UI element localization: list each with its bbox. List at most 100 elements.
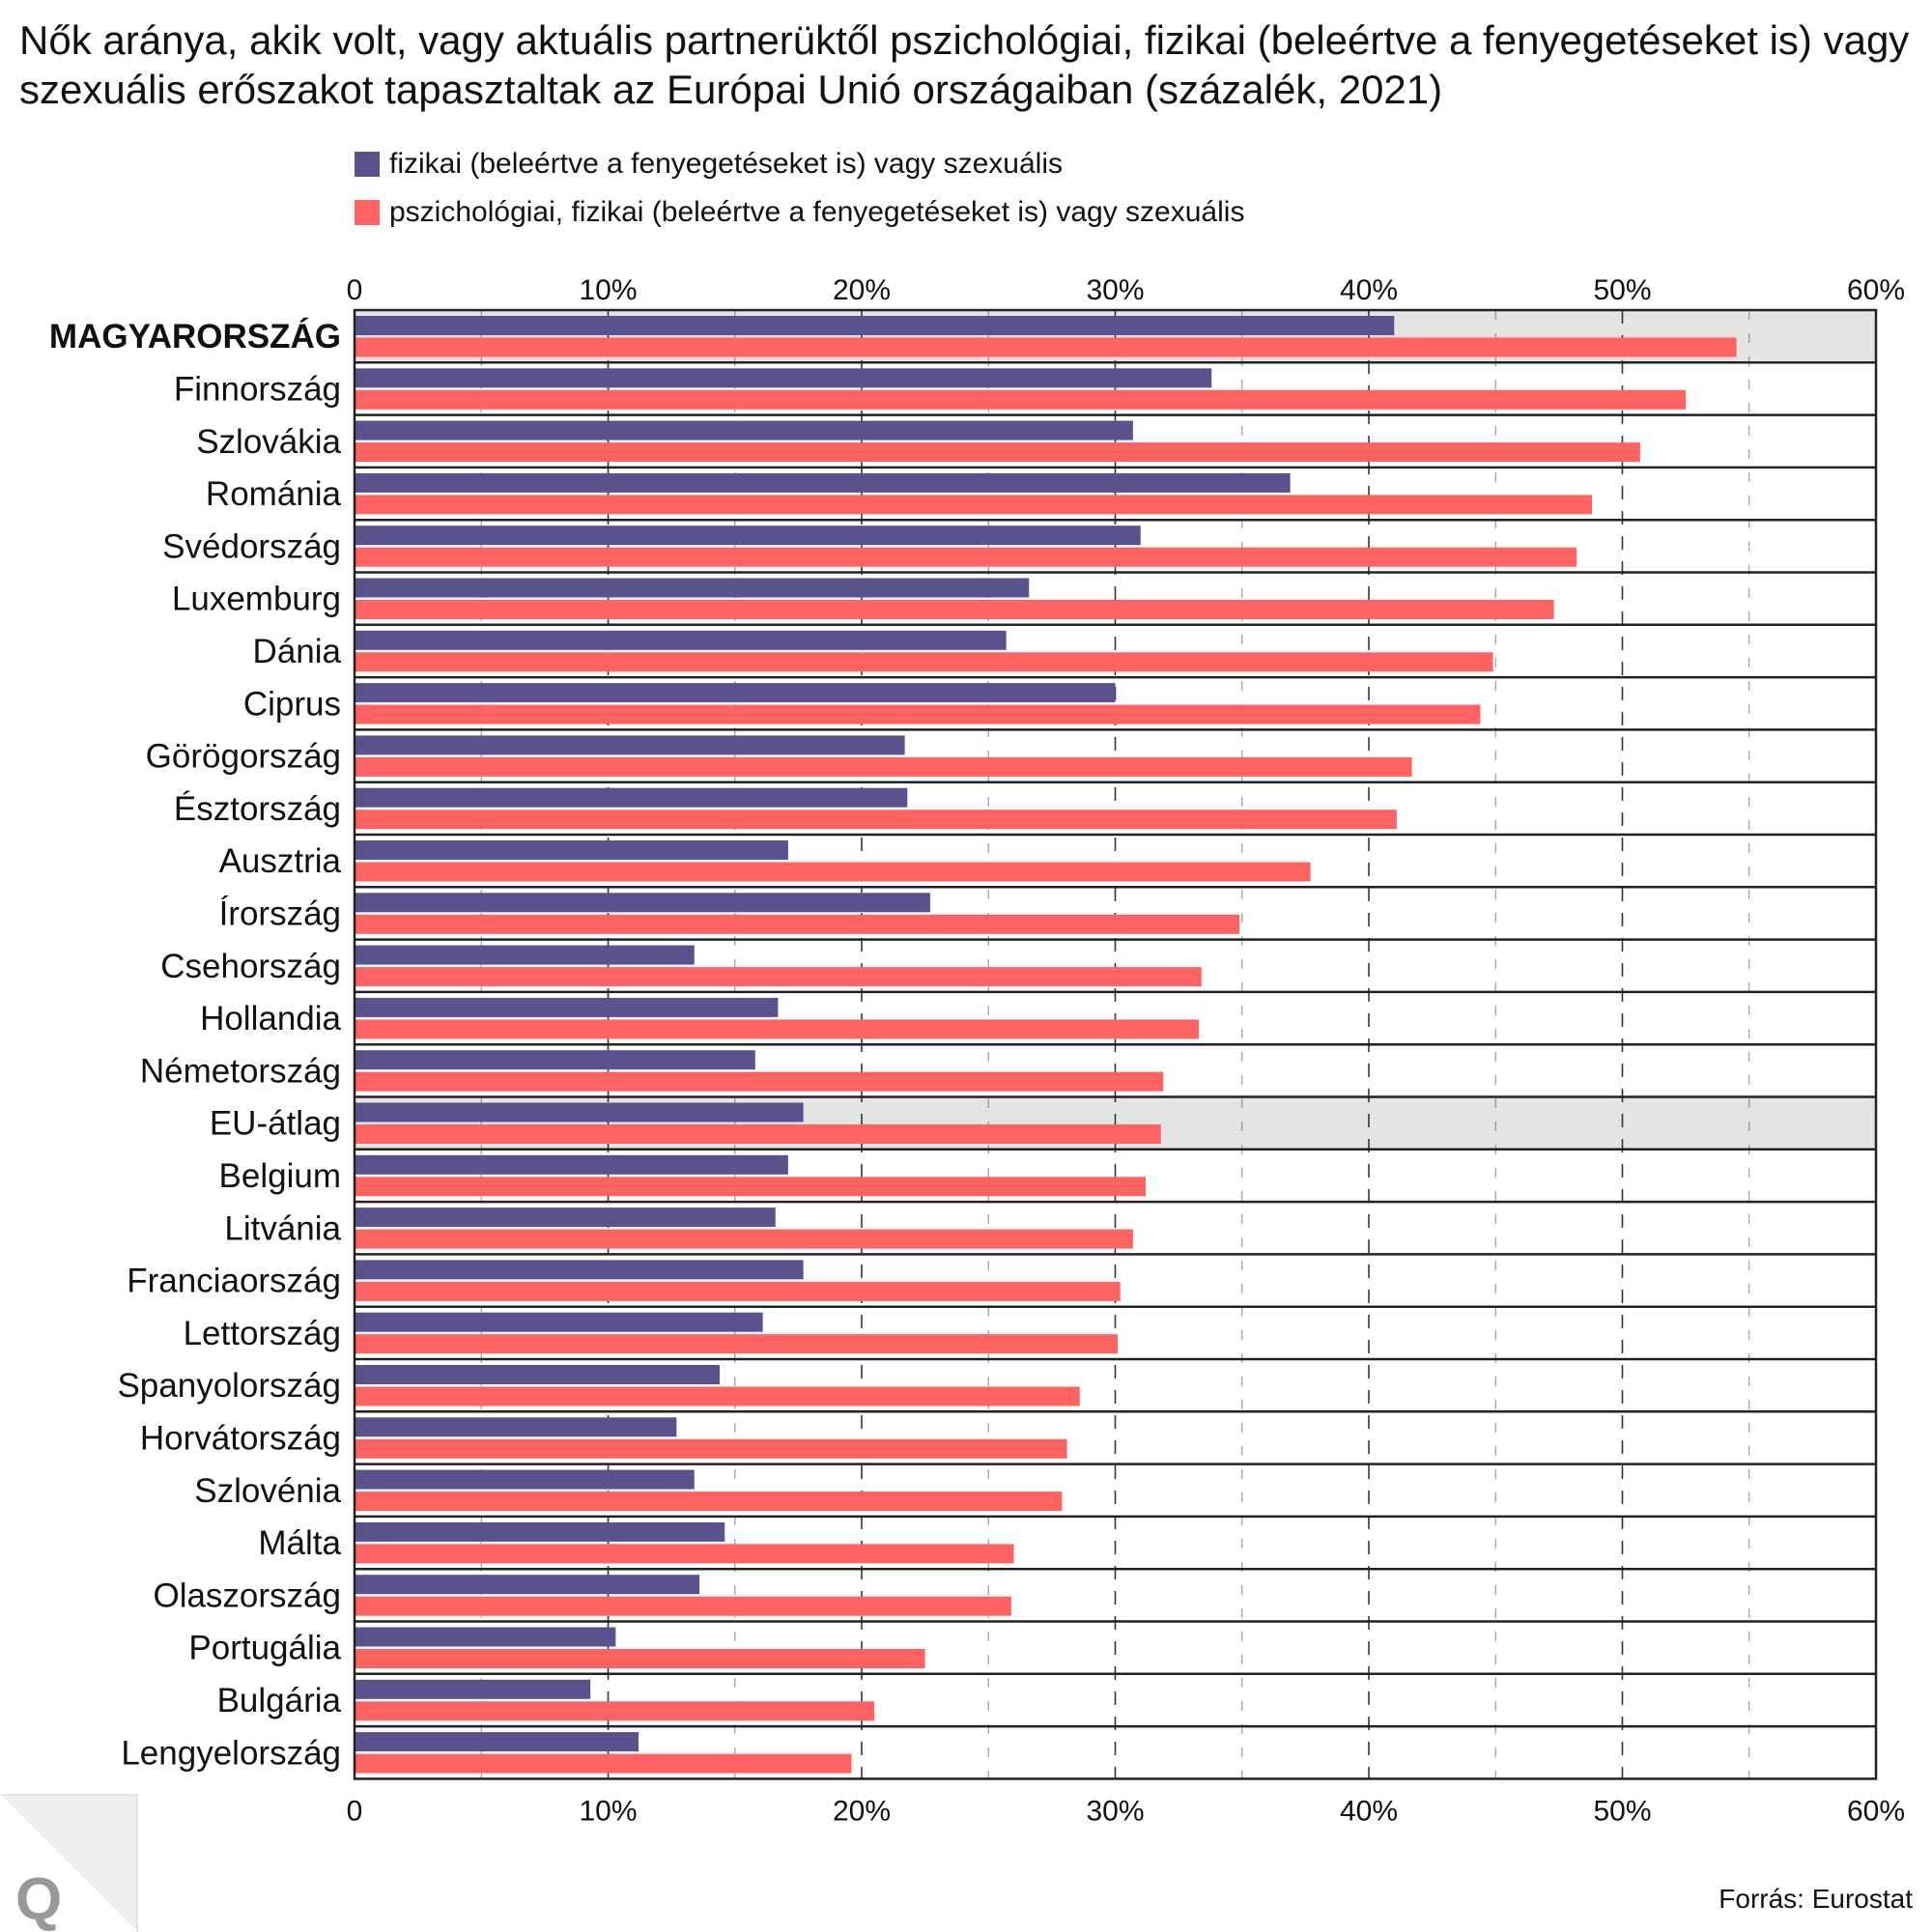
bar-psych-physical-sexual <box>355 810 1397 830</box>
category-label: Olaszország <box>153 1577 341 1614</box>
x-tick-label-top: 60% <box>1847 274 1905 306</box>
bar-physical-sexual <box>355 840 788 860</box>
bar-psych-physical-sexual <box>355 756 1412 777</box>
bar-physical-sexual <box>355 1417 677 1437</box>
publisher-logo-icon: Q <box>0 1794 138 1932</box>
bar-physical-sexual <box>355 472 1291 493</box>
x-tick-label-bottom: 10% <box>579 1795 637 1827</box>
bar-physical-sexual <box>355 526 1141 546</box>
bar-psych-physical-sexual <box>355 1281 1121 1301</box>
bar-physical-sexual <box>355 578 1030 598</box>
legend-item-series-1: fizikai (beleértve a fenyegetéseket is) … <box>355 148 1063 180</box>
category-label: Belgium <box>219 1157 341 1195</box>
bar-psych-physical-sexual <box>355 967 1202 987</box>
x-tick-label-top: 50% <box>1593 274 1651 306</box>
category-label: Írország <box>219 895 341 932</box>
bar-psych-physical-sexual <box>355 1492 1063 1512</box>
bar-physical-sexual <box>355 683 1116 703</box>
bar-psych-physical-sexual <box>355 1596 1011 1616</box>
category-label: Románia <box>206 475 342 513</box>
bar-psych-physical-sexual <box>355 1177 1146 1197</box>
bar-psych-physical-sexual <box>355 1438 1067 1459</box>
x-tick-label-top: 10% <box>579 274 637 306</box>
category-label: Bulgária <box>217 1682 342 1719</box>
bar-physical-sexual <box>355 1732 639 1752</box>
bar-physical-sexual <box>355 945 695 965</box>
bar-physical-sexual <box>355 1575 699 1595</box>
legend-swatch-series-1 <box>355 152 380 177</box>
x-tick-label-bottom: 0 <box>347 1795 363 1827</box>
x-tick-label-bottom: 30% <box>1086 1795 1144 1827</box>
category-label: Málta <box>258 1524 341 1562</box>
category-label: Ausztria <box>219 842 342 880</box>
bar-psych-physical-sexual <box>355 1544 1014 1564</box>
bar-physical-sexual <box>355 1154 788 1175</box>
bar-psych-physical-sexual <box>355 1386 1080 1406</box>
bar-physical-sexual <box>355 893 930 913</box>
category-label: Németország <box>140 1052 341 1090</box>
category-label: Lengyelország <box>121 1734 341 1772</box>
bar-physical-sexual <box>355 316 1395 335</box>
category-label: Szlovénia <box>194 1472 341 1510</box>
bar-physical-sexual <box>355 1365 720 1384</box>
bar-psych-physical-sexual <box>355 914 1240 934</box>
legend-swatch-series-2 <box>355 200 380 225</box>
bar-physical-sexual <box>355 787 908 808</box>
bar-psych-physical-sexual <box>355 495 1592 515</box>
category-label: Görögország <box>146 738 341 776</box>
legend-label-series-2: pszichológiai, fizikai (beleértve a feny… <box>389 196 1245 228</box>
bar-psych-physical-sexual <box>355 337 1737 357</box>
category-label: Dánia <box>253 633 342 670</box>
x-tick-label-top: 0 <box>347 274 363 306</box>
category-label: Csehország <box>160 948 341 985</box>
legend-item-series-2: pszichológiai, fizikai (beleértve a feny… <box>355 196 1245 228</box>
x-tick-label-top: 20% <box>833 274 891 306</box>
bar-physical-sexual <box>355 1050 755 1070</box>
category-label: Lettország <box>184 1315 341 1352</box>
bar-physical-sexual <box>355 420 1133 440</box>
bar-physical-sexual <box>355 1679 591 1699</box>
category-label: Portugália <box>188 1630 341 1667</box>
category-label: Horvátország <box>140 1419 341 1457</box>
bar-physical-sexual <box>355 1521 725 1542</box>
bar-physical-sexual <box>355 1469 695 1490</box>
bar-psych-physical-sexual <box>355 600 1554 619</box>
category-label: EU-átlag <box>210 1105 341 1143</box>
bar-psych-physical-sexual <box>355 442 1640 463</box>
bar-psych-physical-sexual <box>355 1701 875 1721</box>
category-label: Franciaország <box>127 1263 341 1300</box>
bar-psych-physical-sexual <box>355 1124 1161 1144</box>
bar-psych-physical-sexual <box>355 1649 925 1668</box>
category-label: Szlovákia <box>196 423 341 461</box>
x-tick-label-top: 30% <box>1086 274 1144 306</box>
category-label: Hollandia <box>200 1000 341 1037</box>
bar-psych-physical-sexual <box>355 389 1687 410</box>
bar-psych-physical-sexual <box>355 547 1577 567</box>
bar-physical-sexual <box>355 1627 616 1647</box>
bar-physical-sexual <box>355 1260 804 1280</box>
bar-physical-sexual <box>355 1208 776 1228</box>
plot-frame <box>353 308 1878 1780</box>
bar-psych-physical-sexual <box>355 1071 1164 1092</box>
category-label: Svédország <box>162 527 341 565</box>
bar-physical-sexual <box>355 630 1007 650</box>
bar-psych-physical-sexual <box>355 1334 1119 1354</box>
x-tick-label-bottom: 60% <box>1847 1795 1905 1827</box>
x-tick-label-top: 40% <box>1340 274 1398 306</box>
bar-psych-physical-sexual <box>355 1019 1200 1039</box>
source-note: Forrás: Eurostat <box>1719 1884 1913 1914</box>
x-tick-label-bottom: 20% <box>833 1795 891 1827</box>
x-tick-label-bottom: 50% <box>1593 1795 1651 1827</box>
bar-psych-physical-sexual <box>355 862 1311 882</box>
bar-physical-sexual <box>355 1312 763 1332</box>
category-label: Finnország <box>174 370 341 408</box>
bar-physical-sexual <box>355 1102 804 1122</box>
category-label: Spanyolország <box>117 1367 341 1405</box>
category-label: Észtország <box>174 790 341 828</box>
bar-psych-physical-sexual <box>355 704 1481 724</box>
bar-psych-physical-sexual <box>355 1229 1133 1249</box>
bar-psych-physical-sexual <box>355 652 1493 672</box>
bar-physical-sexual <box>355 368 1212 388</box>
category-label: Ciprus <box>243 685 341 723</box>
